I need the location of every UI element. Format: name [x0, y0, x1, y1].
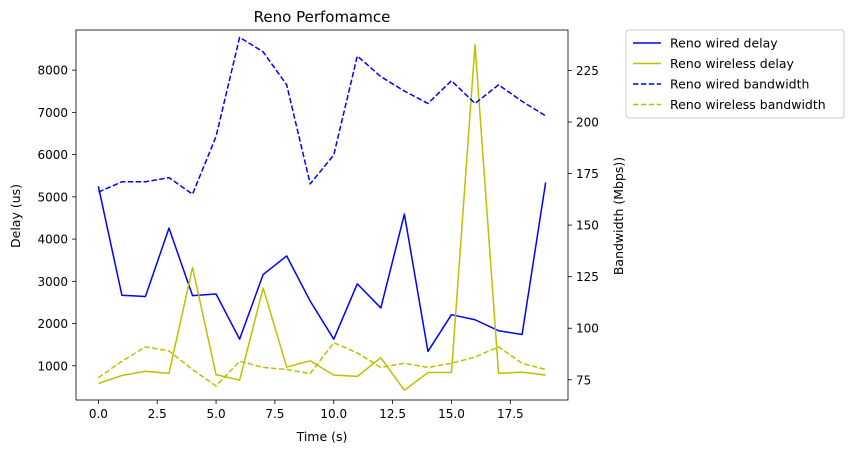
legend-label-reno-wired-delay: Reno wired delay	[670, 36, 778, 51]
y-right-tick-label: 75	[576, 373, 591, 387]
x-tick-label: 10.0	[320, 407, 347, 421]
x-axis-label: Time (s)	[296, 429, 348, 444]
x-tick-label: 5.0	[207, 407, 226, 421]
x-tick-label: 7.5	[265, 407, 284, 421]
y-right-tick-label: 100	[576, 322, 599, 336]
series-line-reno-wired-bandwidth	[98, 36, 547, 195]
x-tick-label: 17.5	[497, 407, 524, 421]
series-line-reno-wireless-bandwidth	[97, 341, 546, 387]
plot-area: 0.0 2.5 5.0 7.5 10.0 12.5 15.0 17.5 1000 2000 3000…	[37, 29, 599, 421]
legend-label-reno-wireless-bandwidth: Reno wireless bandwidth	[670, 97, 826, 112]
plot-frame	[75, 29, 569, 401]
y-left-tick-label: 8000	[37, 64, 68, 78]
x-tick-label: 2.5	[148, 407, 167, 421]
y-left-tick-label: 4000	[37, 233, 68, 247]
y-left-tick-label: 6000	[37, 148, 68, 162]
y-right-tick-label: 225	[576, 64, 599, 78]
y-axis-label-left: Delay (us)	[8, 184, 23, 248]
y-right-tick-label: 200	[576, 115, 599, 129]
legend-box	[625, 29, 845, 119]
y-left-tick-label: 7000	[37, 106, 68, 120]
x-tick-label: 0.0	[89, 407, 108, 421]
y-left-tick-label: 5000	[37, 190, 68, 204]
series-line-reno-wireless-delay	[98, 44, 546, 392]
y-right-tick-label: 150	[576, 219, 599, 233]
legend: Reno wired delay Reno wireless delay Reno …	[625, 29, 845, 119]
legend-label-reno-wired-bandwidth: Reno wired bandwidth	[670, 77, 809, 92]
x-tick-label: 12.5	[379, 407, 406, 421]
y-left-tick-label: 1000	[37, 359, 68, 373]
y-left-tick-label: 3000	[37, 275, 68, 289]
legend-label-reno-wireless-delay: Reno wireless delay	[670, 56, 795, 71]
y-right-tick-label: 175	[576, 167, 599, 181]
chart-title: Reno Perfomamce	[254, 8, 391, 26]
series-line-reno-wired-delay	[97, 182, 547, 353]
y-left-tick-label: 2000	[37, 317, 68, 331]
x-tick-label: 15.0	[438, 407, 465, 421]
y-right-tick-label: 125	[576, 270, 599, 284]
y-axis-label-right: Bandwidth (Mbps))	[611, 157, 626, 275]
